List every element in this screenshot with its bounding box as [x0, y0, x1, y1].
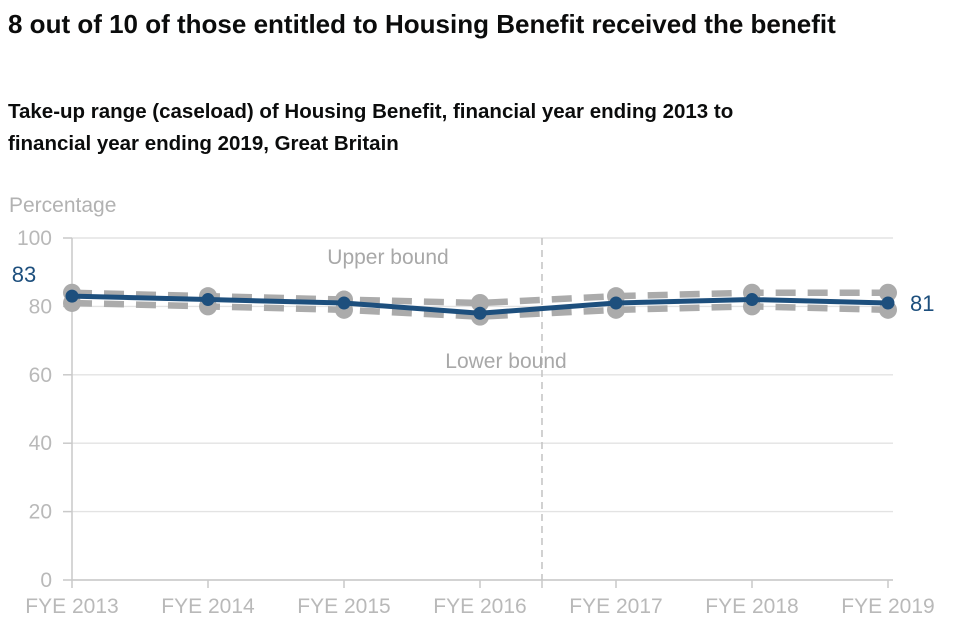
upper-bound-point — [471, 293, 489, 312]
central-point — [881, 296, 895, 310]
central-point — [609, 296, 623, 310]
central-point — [337, 296, 351, 310]
central-point — [745, 293, 759, 307]
y-tick-label: 80 — [29, 295, 52, 318]
x-tick-label: FYE 2016 — [433, 595, 526, 618]
x-tick-label: FYE 2014 — [161, 595, 255, 618]
x-tick-label: FYE 2019 — [841, 595, 934, 618]
chart-subtitle: Take-up range (caseload) of Housing Bene… — [8, 100, 734, 155]
central-point — [201, 293, 215, 307]
y-tick-label: 20 — [29, 501, 52, 524]
upper-bound-label: Upper bound — [327, 246, 448, 269]
start-value-label: 83 — [12, 262, 36, 287]
x-tick-label: FYE 2018 — [705, 595, 798, 618]
lower-bound-label: Lower bound — [445, 350, 566, 373]
x-tick-label: FYE 2015 — [297, 595, 390, 618]
y-tick-label: 0 — [40, 569, 52, 592]
end-value-label: 81 — [910, 291, 934, 316]
y-tick-label: 40 — [29, 432, 52, 455]
y-tick-label: 100 — [17, 227, 52, 250]
y-tick-label: 60 — [29, 364, 52, 387]
x-tick-label: FYE 2013 — [25, 595, 118, 618]
central-point — [473, 306, 487, 320]
upper-bound-point — [879, 283, 897, 302]
central-point — [65, 289, 79, 303]
page-title: 8 out of 10 of those entitled to Housing… — [8, 9, 836, 39]
x-tick-label: FYE 2017 — [569, 595, 662, 618]
y-axis-title: Percentage — [9, 194, 117, 217]
